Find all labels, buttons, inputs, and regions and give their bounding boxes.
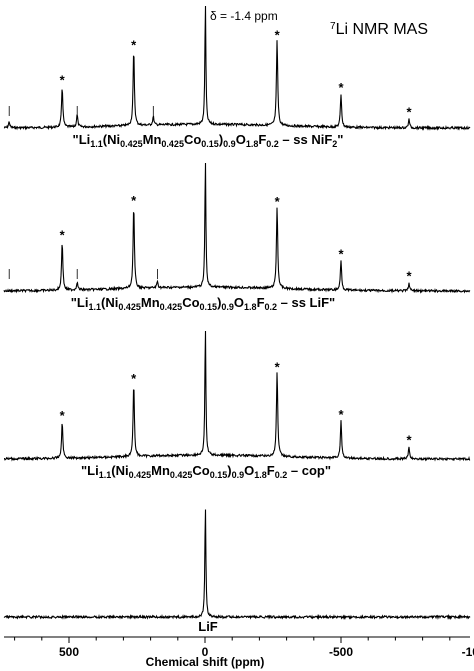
sideband-marker: * [275,194,281,209]
spectrum-3: ******** [0,331,474,460]
label-text: Co [182,295,199,310]
sideband-marker: * [131,193,137,208]
label-subscript: 0.2 [266,139,279,149]
label-subscript: 0.2 [265,302,278,312]
spectrum-trace [4,510,470,619]
label-text: O [236,132,246,147]
sideband-marker: * [275,360,281,375]
x-tick-label: -500 [329,645,353,659]
label-subscript: 0.425 [129,470,152,480]
label-text: F [267,463,275,478]
spectra-layer: ************************ [0,6,474,618]
label-text: Mn [141,295,160,310]
label-subscript: 0.9 [221,302,234,312]
sideband-marker: * [275,28,281,43]
label-text: (Ni [101,295,118,310]
spectrum-trace [4,163,470,292]
spectrum-trace [4,331,470,460]
label-text: F [258,132,266,147]
label-subscript: 0.9 [223,139,236,149]
label-subscript: 0.425 [160,302,183,312]
sideband-marker: * [60,227,66,242]
label-subscript: 0.15 [200,302,218,312]
label-text: Co [192,463,209,478]
spectrum-label: LiF [198,619,218,634]
label-text: "Li [81,463,99,478]
sideband-marker: * [60,73,66,88]
label-text: "Li [73,132,91,147]
label-text: – cop" [287,463,331,478]
sideband-marker: * [338,247,344,262]
x-tick-label: -1000 [462,645,474,659]
label-subscript: 0.2 [275,470,288,480]
spectrum-label: "Li1.1(Ni0.425Mn0.425Co0.15)0.9O1.8F0.2 … [71,295,335,312]
title-text: Li NMR MAS [336,21,428,38]
center-shift-label: δ = -1.4 ppm [210,9,278,23]
label-subscript: 1.1 [99,470,112,480]
sideband-marker: * [60,408,66,423]
label-subscript: 0.15 [201,139,219,149]
label-subscript: 1.8 [244,302,257,312]
sideband-marker: * [406,433,412,448]
sideband-marker: * [338,80,344,95]
spectrum-label: "Li1.1(Ni0.425Mn0.425Co0.15)0.9O1.8F0.2 … [81,463,331,480]
label-text: F [257,295,265,310]
label-text: O [234,295,244,310]
label-subscript: 1.8 [246,139,259,149]
sideband-marker: * [338,407,344,422]
label-subscript: 0.425 [118,302,141,312]
label-text: Co [184,132,201,147]
label-subscript: 0.425 [161,139,184,149]
x-tick-label: 500 [59,645,79,659]
label-subscript: 0.15 [210,470,228,480]
sideband-marker: * [406,105,412,120]
label-text: – ss LiF" [277,295,335,310]
labels-layer: "Li1.1(Ni0.425Mn0.425Co0.15)0.9O1.8F0.2 … [71,132,344,634]
label-text: (Ni [111,463,128,478]
label-text: Mn [143,132,162,147]
label-subscript: 0.425 [120,139,143,149]
x-axis-title: Chemical shift (ppm) [146,655,265,669]
label-subscript: 0.425 [170,470,193,480]
sideband-marker: * [131,37,137,52]
spectrum-4 [4,510,470,619]
label-text: O [244,463,254,478]
label-text: LiF [198,619,218,634]
sideband-marker: * [406,268,412,283]
label-subscript: 1.1 [90,139,103,149]
chart-title: 7Li NMR MAS [330,21,428,39]
label-text: " [337,132,343,147]
label-text: "Li [71,295,89,310]
label-subscript: 0.9 [232,470,245,480]
label-text: Mn [151,463,170,478]
label-text: – ss NiF [279,132,333,147]
spectrum-2: ******** [0,163,474,292]
label-subscript: 1.8 [254,470,267,480]
spectrum-label: "Li1.1(Ni0.425Mn0.425Co0.15)0.9O1.8F0.2 … [73,132,344,149]
label-text: (Ni [103,132,120,147]
sideband-marker: * [131,371,137,386]
label-subscript: 1.1 [88,302,101,312]
